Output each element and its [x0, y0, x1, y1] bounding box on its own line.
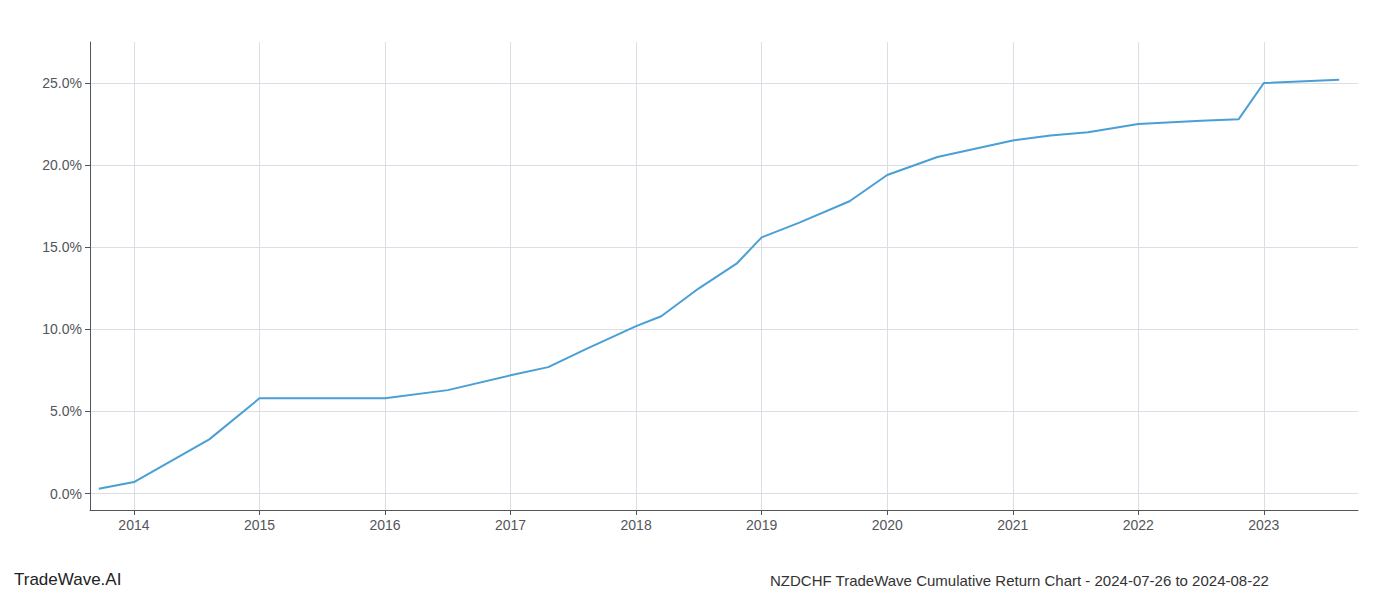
svg-text:0.0%: 0.0% [50, 486, 82, 502]
svg-text:10.0%: 10.0% [42, 321, 82, 337]
svg-text:2016: 2016 [369, 517, 400, 533]
svg-text:2019: 2019 [746, 517, 777, 533]
svg-text:2022: 2022 [1123, 517, 1154, 533]
svg-text:NZDCHF TradeWave Cumulative Re: NZDCHF TradeWave Cumulative Return Chart… [770, 572, 1269, 589]
svg-text:2023: 2023 [1248, 517, 1279, 533]
svg-text:TradeWave.AI: TradeWave.AI [14, 570, 121, 589]
svg-text:2015: 2015 [244, 517, 275, 533]
svg-text:5.0%: 5.0% [50, 403, 82, 419]
svg-text:25.0%: 25.0% [42, 75, 82, 91]
svg-text:2018: 2018 [621, 517, 652, 533]
svg-text:2014: 2014 [118, 517, 149, 533]
svg-text:20.0%: 20.0% [42, 157, 82, 173]
svg-text:15.0%: 15.0% [42, 239, 82, 255]
svg-text:2021: 2021 [997, 517, 1028, 533]
svg-text:2020: 2020 [872, 517, 903, 533]
svg-text:2017: 2017 [495, 517, 526, 533]
